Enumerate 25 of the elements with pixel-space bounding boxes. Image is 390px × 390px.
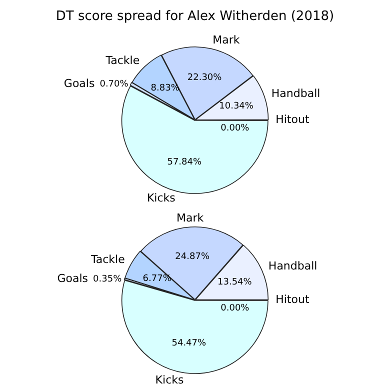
text: 0.00% <box>220 123 250 134</box>
data-label: 22.30% <box>187 72 222 83</box>
category-label: Hitout <box>276 292 310 306</box>
data-label: 6.77% <box>142 274 172 284</box>
slice-label: Goals <box>64 77 95 90</box>
data-label: 57.84% <box>167 158 202 168</box>
slice-label: Handball <box>271 86 320 100</box>
text: 0.00% <box>220 303 250 314</box>
category-label: Hitout <box>276 112 310 126</box>
data-label: 13.54% <box>218 277 252 288</box>
slice-label: Mark <box>176 212 204 225</box>
data-label: 24.87% <box>175 252 210 262</box>
data-label: 8.83% <box>150 84 180 94</box>
slice-label: Goals <box>57 272 88 285</box>
slice-label: Tackle <box>104 54 140 67</box>
chart-title: DT score spread for Alex Witherden (2018) <box>54 8 336 26</box>
slice-label: Tackle <box>90 252 126 266</box>
slice-label: Kicks <box>146 192 176 205</box>
data-label: 0.70% <box>100 80 129 90</box>
slice-label: Kicks <box>155 373 184 386</box>
data-label: 54.47% <box>172 338 207 348</box>
data-label: 0.35% <box>93 274 122 284</box>
data-label: 10.34% <box>219 101 254 112</box>
slice-label: Mark <box>212 34 240 47</box>
slice-label: Handball <box>268 259 318 272</box>
